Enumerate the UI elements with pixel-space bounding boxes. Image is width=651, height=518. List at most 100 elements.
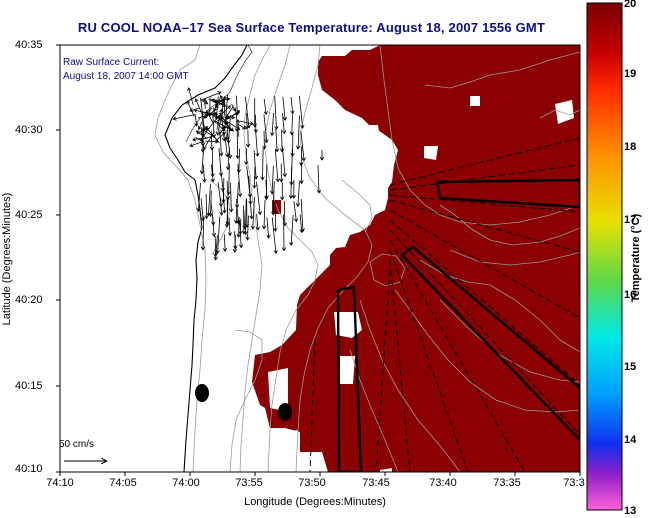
current-arrow (219, 129, 224, 157)
current-arrow (236, 123, 247, 130)
current-arrow (224, 198, 230, 228)
cloud-hole (283, 430, 300, 472)
current-arrow (186, 100, 195, 117)
current-arrow (205, 107, 213, 114)
radial-lines (309, 137, 580, 472)
current-arrow (199, 149, 205, 175)
cloud-hole (424, 146, 438, 160)
current-arrow (200, 99, 209, 105)
x-tick-label: 73:3 (563, 477, 585, 489)
station-marker (278, 403, 292, 421)
current-arrow (273, 199, 278, 232)
current-arrow (266, 217, 271, 239)
current-arrow (262, 130, 267, 150)
current-arrow (271, 217, 278, 255)
current-arrow (220, 114, 227, 142)
colorbar-tick: 15 (624, 361, 637, 373)
current-arrow (250, 197, 256, 230)
current-arrow (200, 216, 206, 251)
current-arrow (300, 131, 306, 162)
current-arrow (281, 214, 287, 252)
current-arrow (244, 113, 250, 130)
current-arrow (235, 132, 240, 160)
x-tick-label: 73:45 (362, 477, 390, 489)
current-arrow (241, 205, 246, 235)
y-tick-label: 40:10 (15, 463, 43, 475)
current-arrow (288, 166, 294, 200)
colorbar-title: Temperature (°C) (630, 213, 642, 303)
current-arrow (235, 95, 240, 116)
current-arrow (274, 96, 279, 131)
cloud-hole (470, 96, 480, 106)
colorbar-tick: 20 (624, 0, 637, 10)
current-arrow (299, 146, 304, 167)
current-arrow (261, 200, 267, 230)
current-arrow (279, 163, 284, 183)
current-arrow (172, 114, 195, 121)
y-tick-label: 40:15 (15, 380, 43, 392)
x-axis-label: Longitude (Degrees:Minutes) (244, 496, 386, 508)
current-arrow (211, 215, 217, 238)
sst-pixel (272, 200, 281, 214)
current-arrow (270, 112, 275, 137)
current-arrow (204, 194, 209, 220)
current-arrow (232, 235, 238, 254)
current-arrow (319, 150, 325, 161)
current-arrow (295, 181, 301, 208)
current-arrow (200, 130, 205, 153)
current-label: Raw Surface Current: (63, 57, 160, 68)
current-arrow (298, 95, 305, 129)
current-arrow (231, 103, 237, 112)
current-arrow (316, 164, 322, 194)
current-arrow (244, 198, 250, 228)
colorbar-tick: 13 (624, 505, 637, 517)
current-arrow (245, 96, 251, 129)
current-arrow (210, 164, 216, 183)
colorbar-tick: 18 (624, 141, 637, 153)
current-arrow (279, 129, 285, 153)
current-arrow (252, 166, 257, 189)
current-arrow (216, 105, 232, 119)
current-arrow (299, 214, 304, 234)
shoreline-detail (185, 45, 253, 143)
coastline (164, 45, 248, 472)
current-arrow (244, 148, 249, 166)
cloud-hole (358, 125, 380, 140)
current-arrow (213, 235, 218, 261)
current-arrow (296, 115, 301, 150)
x-tick-label: 73:35 (493, 477, 521, 489)
current-arrow (290, 96, 295, 115)
current-arrow (224, 137, 230, 158)
current-arrow (203, 131, 215, 150)
y-tick-label: 40:35 (15, 39, 43, 51)
cloud-hole (268, 368, 288, 412)
current-arrow (222, 94, 229, 130)
current-arrow (281, 146, 287, 178)
current-arrow (270, 165, 275, 195)
current-arrow (227, 217, 233, 237)
cloud-hole (380, 468, 392, 472)
current-arrow (219, 197, 224, 216)
current-arrow (195, 130, 208, 140)
x-tick-label: 74:10 (46, 477, 74, 489)
x-tick-label: 73:40 (429, 477, 457, 489)
current-arrow (271, 181, 276, 216)
current-time: August 18, 2007 14:00 GMT (63, 71, 189, 82)
current-arrow (200, 91, 222, 101)
current-arrow (282, 96, 288, 121)
x-tick-label: 73:50 (298, 477, 326, 489)
current-arrow (207, 97, 212, 117)
current-arrow (299, 163, 304, 185)
current-arrow (237, 163, 243, 198)
y-tick-label: 40:25 (15, 209, 43, 221)
current-arrow (255, 213, 260, 231)
x-tick-label: 74:05 (109, 477, 137, 489)
current-arrow (274, 149, 280, 183)
current-arrow (255, 129, 260, 157)
current-arrow (264, 180, 269, 200)
current-arrow (293, 200, 299, 223)
y-axis-label: Latitude (Degrees:Minutes) (1, 192, 13, 326)
sst-data-region (252, 45, 580, 472)
current-arrow (236, 216, 241, 238)
